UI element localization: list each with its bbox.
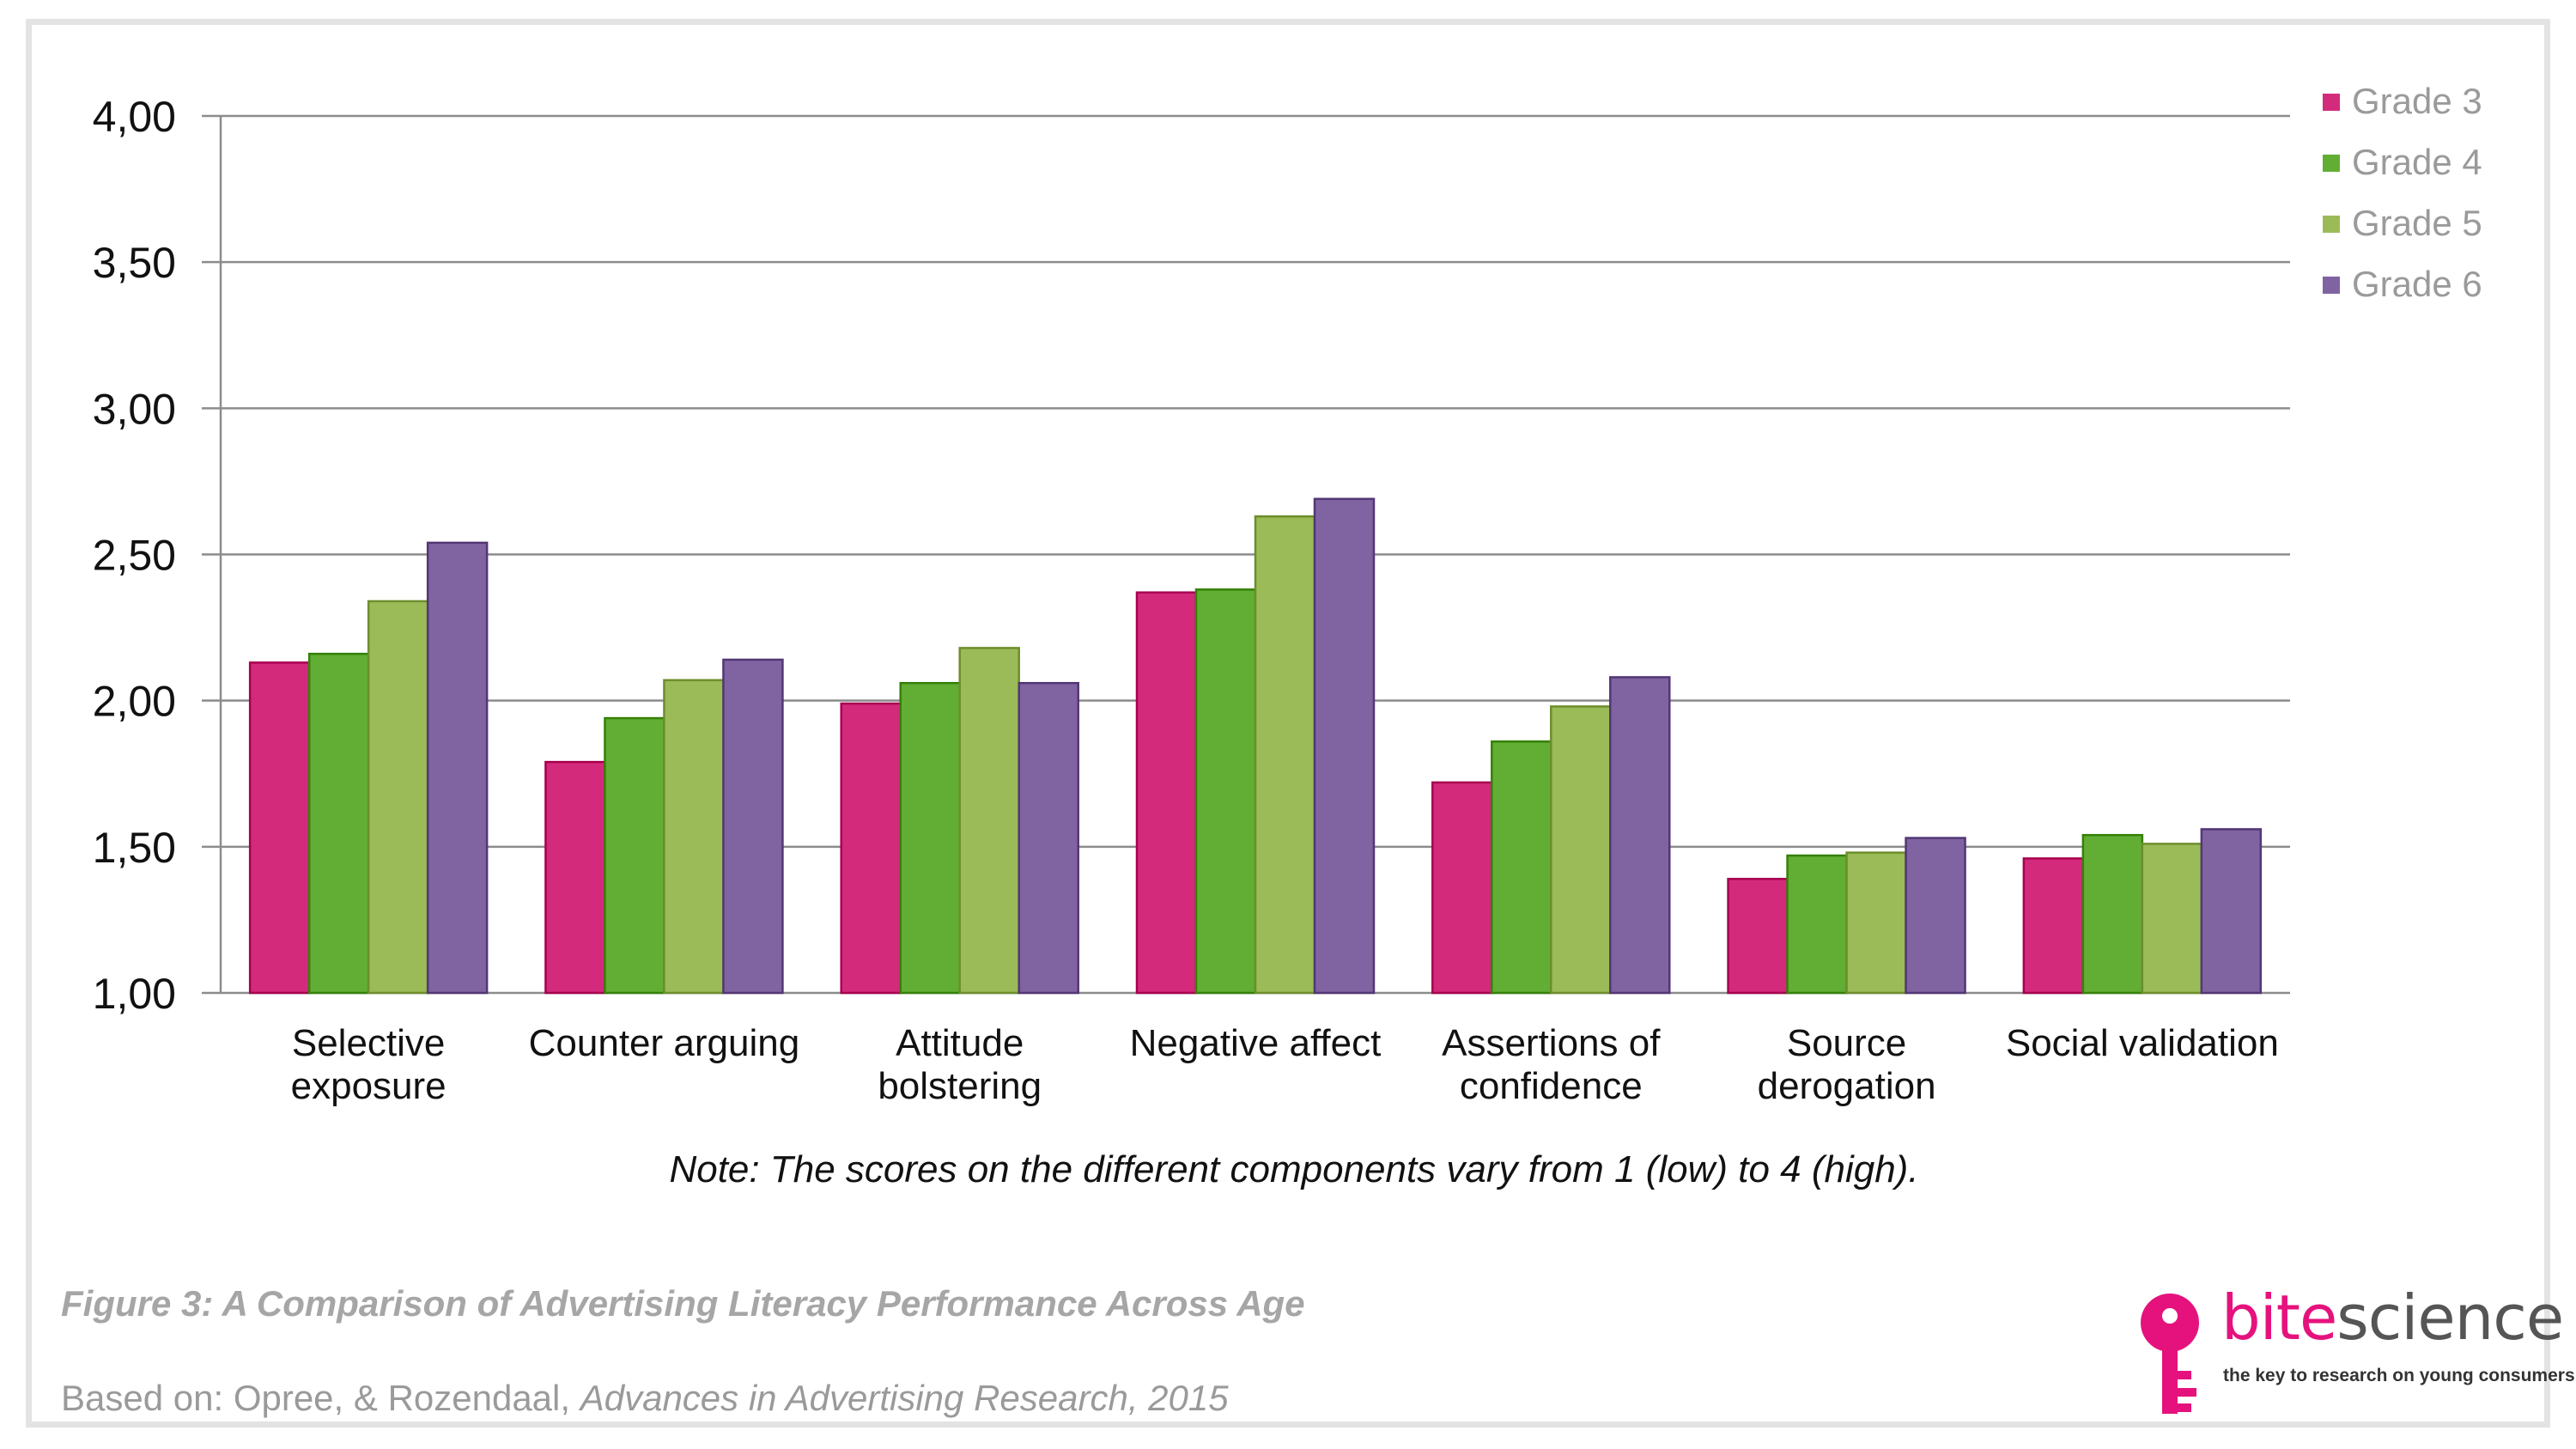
bar-grade-4	[604, 716, 665, 995]
bar-grade-3	[2022, 857, 2085, 995]
bar-grade-6	[1905, 837, 1966, 995]
x-tick-label: Negative affect	[1130, 1022, 1382, 1064]
bar-grade-6	[426, 541, 489, 995]
figure-caption: Figure 3: A Comparison of Advertising Li…	[61, 1283, 1305, 1324]
x-tick-label: confidence	[1460, 1065, 1643, 1107]
bar-grade-3	[1727, 878, 1789, 995]
legend-label: Grade 4	[2352, 142, 2482, 182]
logo-tagline: the key to research on young consumers	[2223, 1366, 2575, 1385]
bar-grade-4	[1786, 854, 1848, 995]
x-tick-label: Source	[1787, 1022, 1906, 1064]
logo-bite: bite	[2221, 1282, 2337, 1354]
bar-grade-4	[1194, 588, 1257, 995]
logo-science: science	[2336, 1282, 2564, 1354]
legend-swatch	[2323, 94, 2340, 111]
bar-grade-5	[958, 647, 1020, 995]
source-citation: Based on: Opree, & Rozendaal, Advances i…	[61, 1378, 1229, 1419]
y-tick-label: 4,00	[93, 93, 176, 141]
key-icon	[2141, 1294, 2199, 1414]
figure-frame: 1,00 1,50 2,00 2,50 3,00 3,50 4,00 Selective exp…	[26, 19, 2575, 1428]
x-tick-label: derogation	[1758, 1065, 1936, 1107]
bar-grade-6	[2200, 828, 2263, 995]
x-tick-label: Counter arguing	[529, 1022, 800, 1064]
bitescience-logo: bitescience the key to research on young…	[2127, 1287, 2575, 1421]
legend-swatch	[2323, 277, 2340, 294]
bar-grade-6	[722, 658, 784, 995]
bar-grade-3	[544, 760, 606, 995]
logo-wordmark: bitescience	[2221, 1287, 2564, 1349]
bar-grade-6	[1018, 681, 1079, 995]
x-tick-label: Selective	[292, 1022, 446, 1064]
bar-grade-5	[2141, 843, 2203, 995]
x-tick-label: exposure	[291, 1065, 447, 1107]
source-prefix: Based on: Opree, & Rozendaal,	[61, 1378, 580, 1418]
bar-grade-5	[1254, 515, 1316, 995]
x-tick-label: Social validation	[2006, 1022, 2279, 1064]
bar-grade-5	[367, 600, 429, 995]
bar-grade-4	[2081, 833, 2144, 995]
bar-grade-4	[899, 681, 961, 995]
x-tick-label: Assertions of	[1442, 1022, 1661, 1064]
y-tick-label: 3,00	[93, 385, 176, 433]
source-journal: Advances in Advertising Research, 2015	[580, 1378, 1229, 1418]
chart-note: Note: The scores on the different compon…	[669, 1148, 1919, 1190]
legend-label: Grade 5	[2352, 203, 2482, 243]
bar-grade-3	[248, 661, 311, 995]
legend-swatch	[2323, 155, 2340, 172]
bar-chart: 1,00 1,50 2,00 2,50 3,00 3,50 4,00 Selectiveexp…	[93, 81, 2482, 1107]
legend-swatch	[2323, 216, 2340, 233]
legend-label: Grade 3	[2352, 81, 2482, 121]
x-tick-label: bolstering	[878, 1065, 1042, 1107]
bar-grade-5	[663, 679, 725, 995]
y-tick-label: 3,50	[93, 239, 176, 287]
y-tick-label: 1,00	[93, 970, 176, 1018]
bar-grade-6	[1609, 676, 1671, 995]
legend-label: Grade 6	[2352, 264, 2482, 304]
bar-grade-4	[1491, 740, 1552, 995]
x-tick-label: Attitude	[896, 1022, 1024, 1064]
bar-grade-5	[1550, 705, 1612, 995]
bar-grade-4	[307, 652, 370, 995]
y-tick-label: 2,00	[93, 678, 176, 726]
bar-grade-3	[840, 702, 902, 995]
y-tick-label: 2,50	[93, 532, 176, 580]
y-tick-label: 1,50	[93, 824, 176, 872]
bar-grade-5	[1845, 851, 1907, 995]
bar-grade-6	[1313, 497, 1376, 995]
bar-grade-3	[1431, 781, 1493, 995]
bar-grade-3	[1135, 591, 1198, 995]
